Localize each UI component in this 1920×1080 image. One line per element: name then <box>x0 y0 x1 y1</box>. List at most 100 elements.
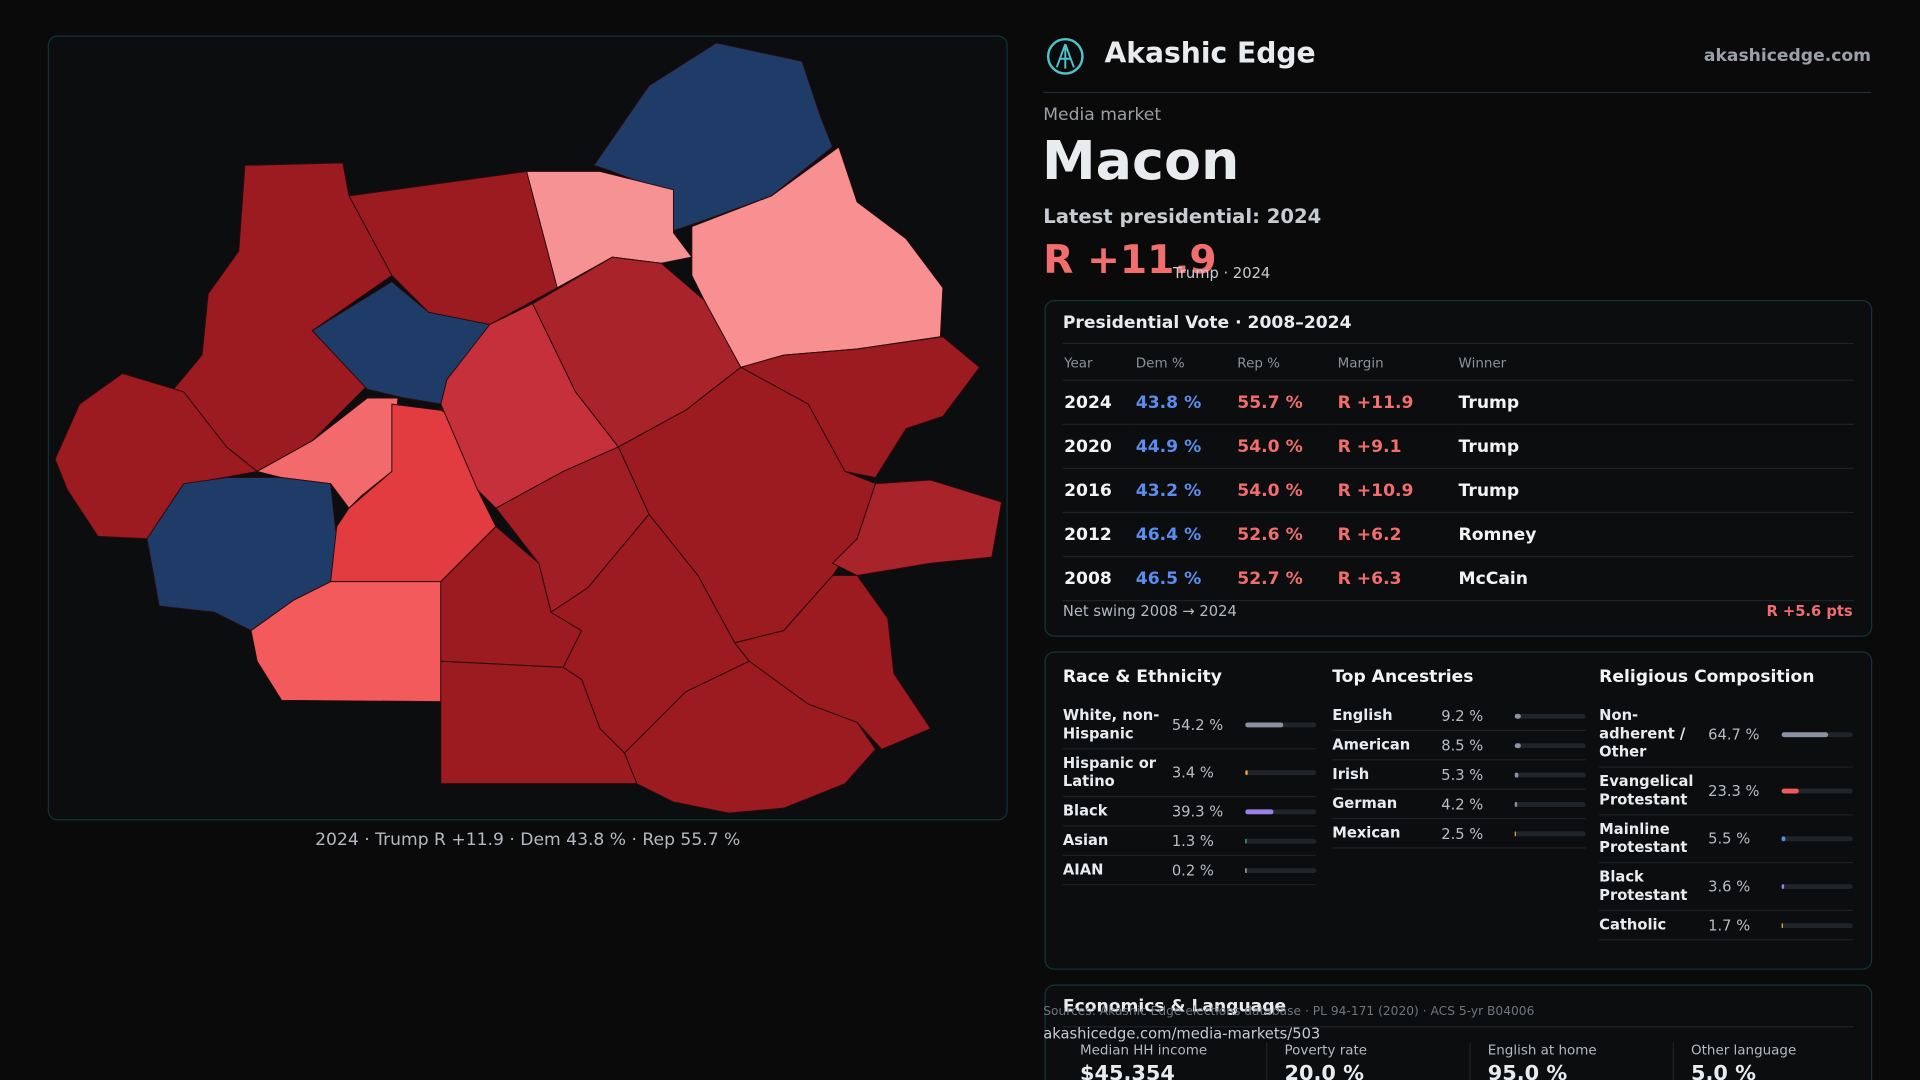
bar <box>1514 830 1517 836</box>
vote-cell: Romney <box>1457 512 1854 558</box>
demographic-row: Hispanic or Latino 3.4 % <box>1062 749 1317 798</box>
metric-label: Other language <box>1691 1042 1797 1058</box>
demographic-row: Mexican 2.5 % <box>1332 819 1586 849</box>
row-label: Black <box>1062 802 1108 820</box>
vote-cell: 46.5 % <box>1134 556 1237 602</box>
row-value: 54.2 % <box>1171 716 1224 734</box>
bar-track <box>1514 713 1586 719</box>
bar <box>1245 770 1248 776</box>
vote-row: 2016 43.2 % 54.0 % R +10.9 Trump <box>1062 468 1854 514</box>
row-label: Black Protestant <box>1599 868 1688 904</box>
vote-cell: R +6.2 <box>1336 512 1458 558</box>
demographics-panel: Race & Ethnicity White, non-Hispanic 54.2 … <box>1044 651 1873 970</box>
bar <box>1245 838 1247 844</box>
row-value: 1.3 % <box>1171 832 1214 850</box>
row-value: 4.2 % <box>1441 795 1484 813</box>
vote-cell: R +9.1 <box>1336 424 1458 469</box>
panel-title: Economics & Language <box>1062 996 1287 1017</box>
bar-track <box>1781 788 1853 794</box>
bar-track <box>1245 722 1317 728</box>
demographic-column: Religious Composition Non-adherent / Othe… <box>1599 665 1853 941</box>
demographic-row: Non-adherent / Other 64.7 % <box>1599 702 1853 768</box>
metric: Poverty rate 20.0 % <box>1266 1042 1468 1080</box>
row-value: 3.4 % <box>1171 764 1214 782</box>
row-value: 5.3 % <box>1441 765 1484 784</box>
demographic-row: English 9.2 % <box>1332 702 1586 732</box>
demographic-column: Race & Ethnicity White, non-Hispanic 54.2 … <box>1062 665 1317 886</box>
swing-label: Net swing 2008 → 2024 <box>1062 602 1237 620</box>
column-header: Winner <box>1457 345 1854 381</box>
row-label: Mexican <box>1332 824 1401 842</box>
divider <box>1062 1026 1854 1028</box>
kicker: Media market <box>1043 105 1162 125</box>
vote-panel: Presidential Vote · 2008–2024 Year Dem % R… <box>1044 300 1873 637</box>
bar-track <box>1781 922 1853 928</box>
economics-panel: Economics & Language Median HH income $45… <box>1044 984 1873 1080</box>
row-value: 1.7 % <box>1708 916 1751 934</box>
bar-track <box>1781 836 1853 842</box>
bar-track <box>1781 884 1853 889</box>
county[interactable] <box>832 479 1003 577</box>
vote-cell: McCain <box>1457 556 1854 602</box>
map-caption: 2024 · Trump R +11.9 · Dem 43.8 % · Rep … <box>315 830 741 850</box>
demographic-row: Mainline Protestant 5.5 % <box>1599 816 1853 864</box>
bar-track <box>1514 801 1586 807</box>
page-url[interactable]: akashicedge.com/media-markets/503 <box>1043 1024 1321 1043</box>
bar <box>1514 742 1521 748</box>
demographic-row: AIAN 0.2 % <box>1062 856 1317 886</box>
column-header: Margin <box>1336 345 1458 381</box>
vote-cell: R +11.9 <box>1336 380 1458 425</box>
county[interactable] <box>526 170 693 289</box>
metric-label: Poverty rate <box>1284 1042 1368 1058</box>
vote-row: 2024 43.8 % 55.7 % R +11.9 Trump <box>1062 380 1854 425</box>
bar-track <box>1245 838 1317 844</box>
bar-track <box>1781 731 1853 737</box>
vote-cell: 46.4 % <box>1134 512 1237 558</box>
row-label: Hispanic or Latino <box>1062 754 1157 790</box>
vote-table: Year Dem % Rep % Margin Winner 2024 43.8 % 55.7… <box>1062 345 1854 602</box>
divider <box>1043 91 1872 94</box>
column-header: Year <box>1062 345 1135 381</box>
bar-track <box>1245 867 1317 873</box>
metric-value: 5.0 % <box>1691 1061 1757 1080</box>
bar <box>1781 731 1828 737</box>
bar-track <box>1245 808 1317 814</box>
metric-value: 20.0 % <box>1284 1061 1364 1080</box>
bar <box>1514 713 1522 719</box>
row-value: 3.6 % <box>1708 877 1751 896</box>
vote-cell: 55.7 % <box>1236 380 1337 425</box>
metric: Median HH income $45,354 <box>1063 1042 1264 1080</box>
vote-row: 2008 46.5 % 52.7 % R +6.3 McCain <box>1062 556 1854 602</box>
bar-track <box>1514 742 1586 748</box>
county[interactable] <box>440 660 638 785</box>
row-label: Catholic <box>1599 915 1667 934</box>
demographic-row: Asian 1.3 % <box>1062 827 1317 856</box>
vote-cell: 52.6 % <box>1236 512 1337 558</box>
site-link[interactable]: akashicedge.com <box>1703 46 1872 67</box>
vote-cell: Trump <box>1457 424 1854 469</box>
bar-track <box>1514 772 1586 777</box>
column-title: Religious Composition <box>1599 667 1815 687</box>
demographic-row: Catholic 1.7 % <box>1599 911 1853 941</box>
row-value: 39.3 % <box>1171 802 1224 820</box>
demographic-row: American 8.5 % <box>1332 731 1586 761</box>
bar <box>1245 722 1284 728</box>
row-value: 9.2 % <box>1441 707 1484 725</box>
bar <box>1781 788 1799 794</box>
bar-track <box>1245 770 1317 776</box>
bar <box>1245 808 1274 814</box>
column-title: Top Ancestries <box>1332 667 1474 687</box>
swing-value: R +5.6 pts <box>1766 602 1853 620</box>
vote-cell: R +10.9 <box>1336 468 1458 514</box>
column-header: Rep % <box>1236 345 1337 381</box>
logo <box>1046 37 1084 75</box>
vote-cell: 43.2 % <box>1134 468 1237 514</box>
vote-row: 2020 44.9 % 54.0 % R +9.1 Trump <box>1062 424 1854 469</box>
county[interactable] <box>624 660 877 814</box>
vote-cell: 54.0 % <box>1236 468 1337 514</box>
bar <box>1781 884 1785 889</box>
latest: Latest presidential: 2024 <box>1043 204 1322 228</box>
vote-cell: 2020 <box>1062 424 1135 469</box>
